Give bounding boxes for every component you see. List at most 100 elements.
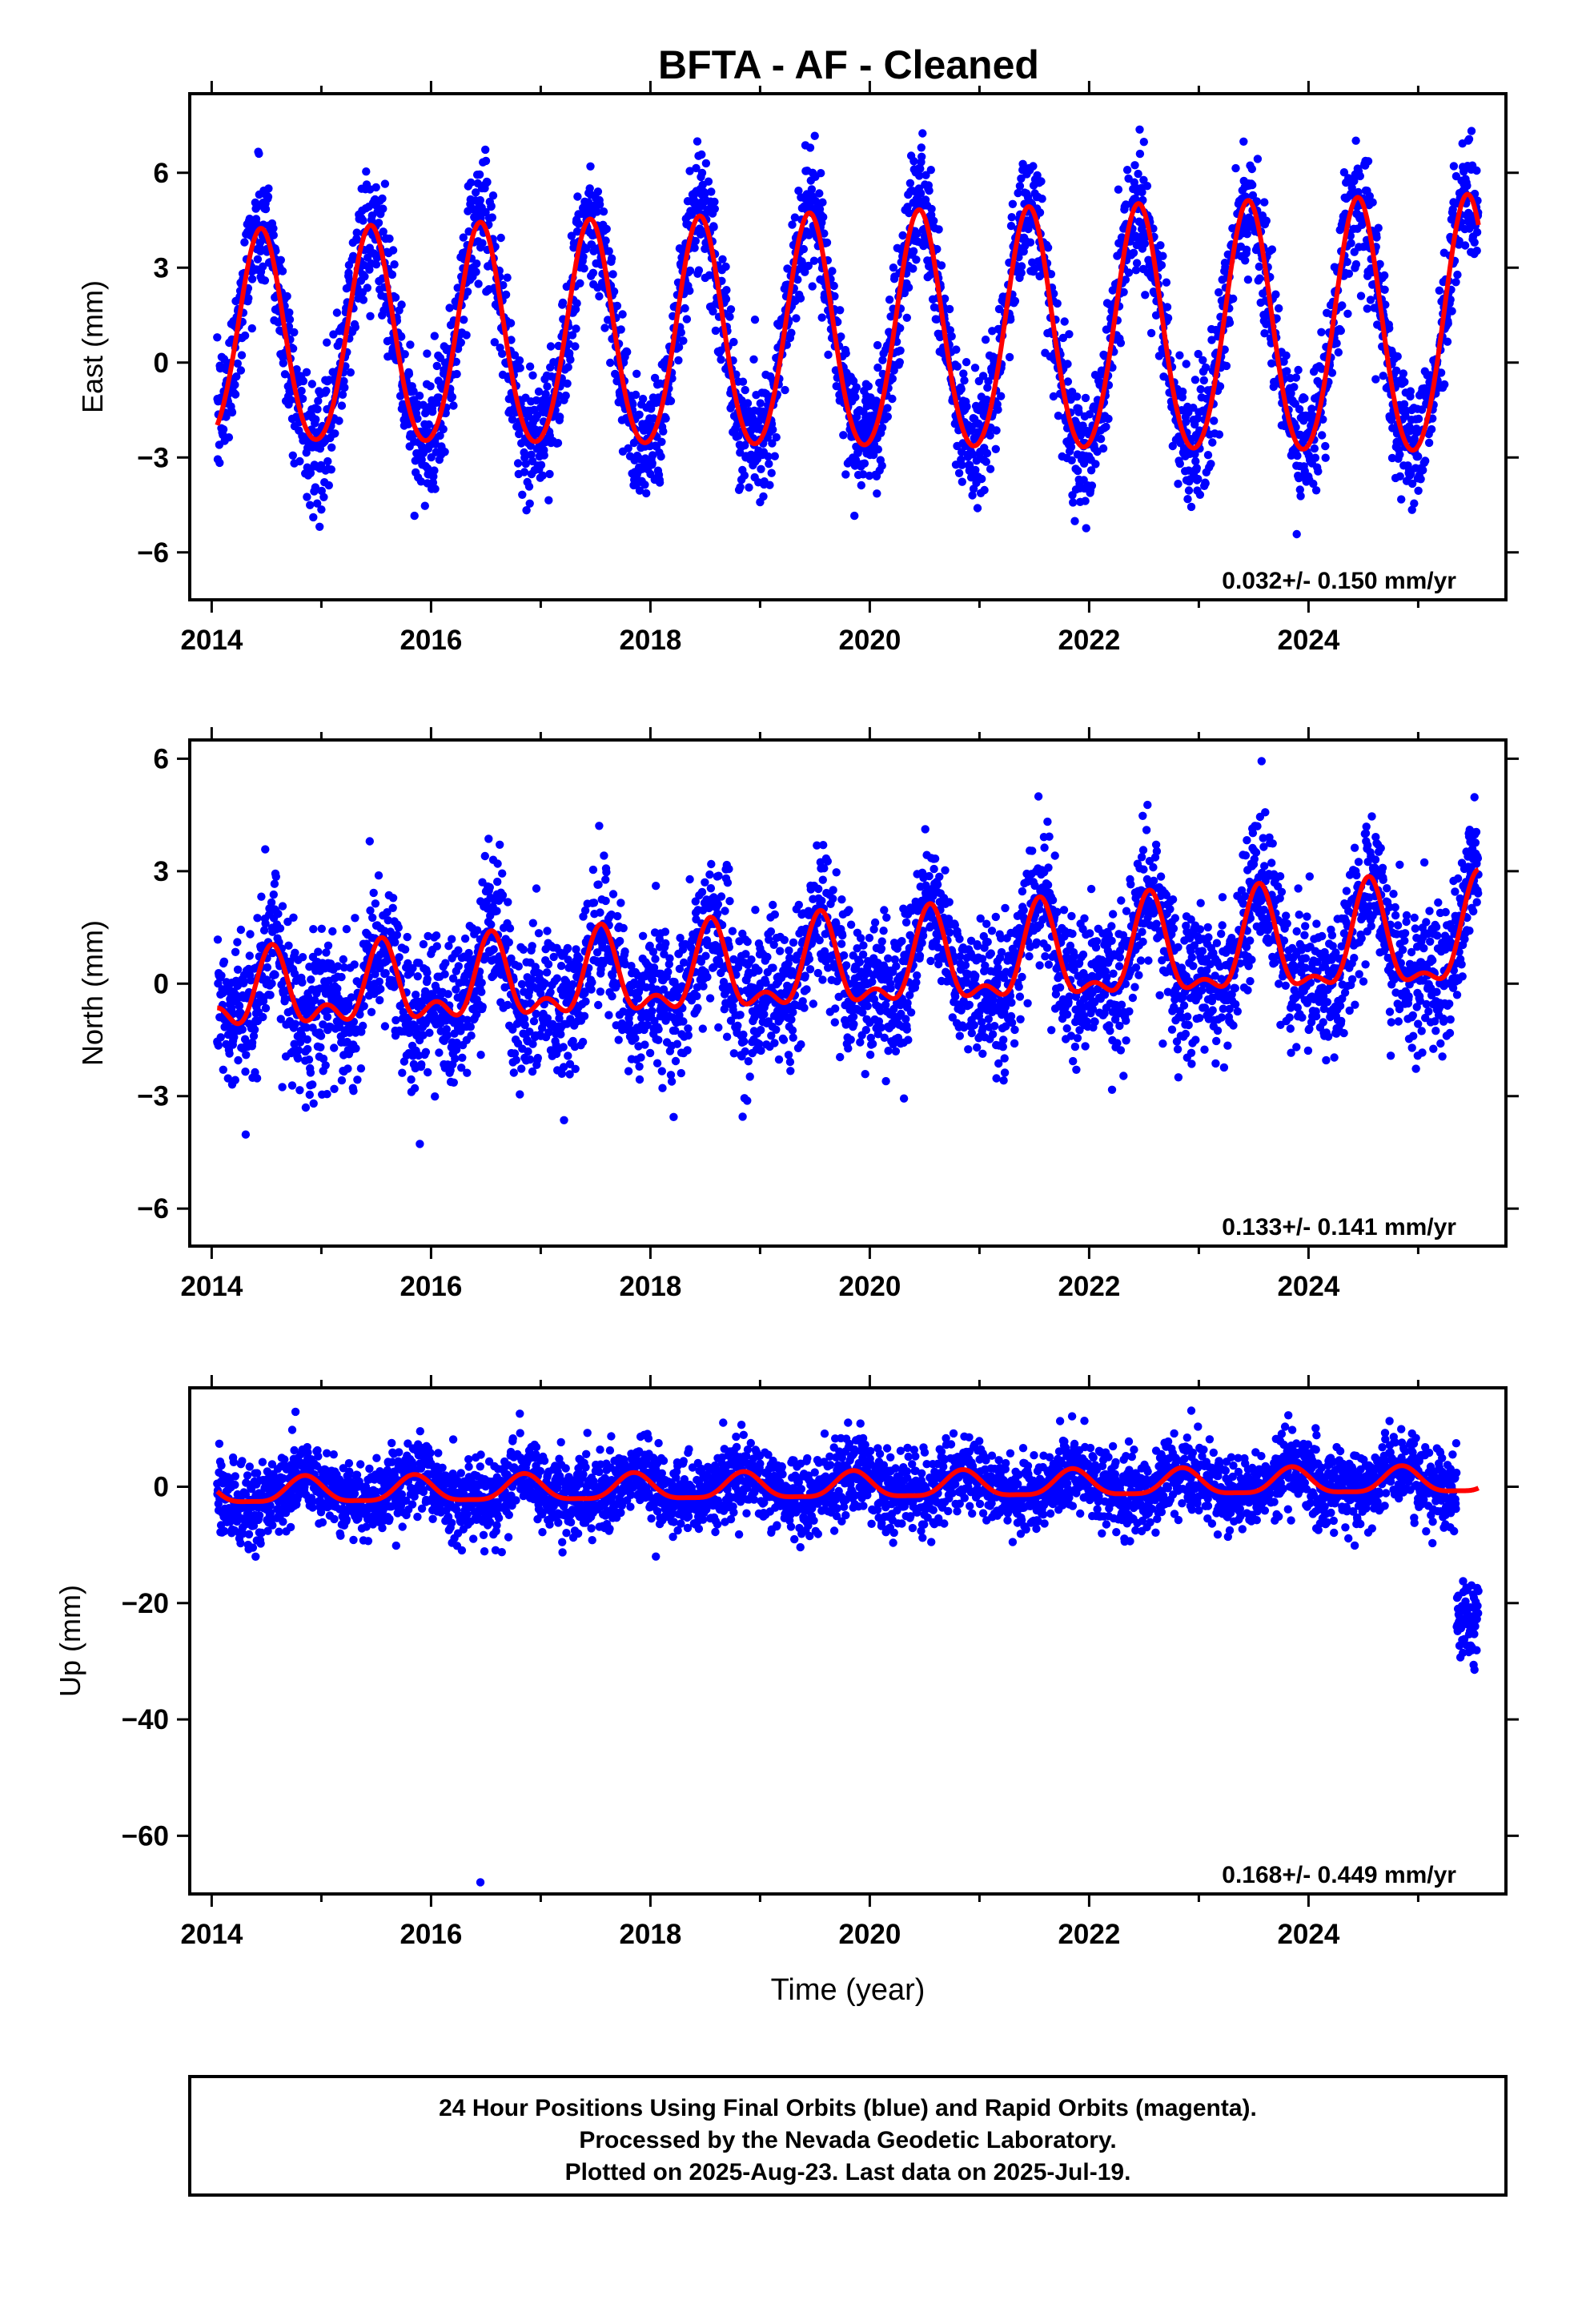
data-point — [343, 1064, 352, 1073]
data-point — [692, 163, 701, 173]
data-point — [1186, 502, 1196, 512]
data-point — [947, 332, 956, 341]
data-point — [830, 292, 839, 301]
data-point — [417, 1060, 426, 1069]
data-point — [324, 480, 333, 490]
data-point — [1336, 326, 1346, 336]
data-point — [1310, 444, 1319, 453]
data-point — [259, 1012, 267, 1022]
data-point — [1343, 257, 1351, 267]
data-point — [992, 426, 1001, 435]
data-point — [1455, 236, 1464, 246]
data-point — [953, 362, 962, 371]
data-point — [338, 390, 347, 399]
data-point — [452, 369, 461, 379]
data-point — [888, 394, 897, 404]
data-point — [968, 450, 978, 459]
data-point — [233, 965, 243, 975]
data-point — [740, 471, 749, 480]
data-point — [619, 923, 628, 933]
data-point — [375, 977, 383, 986]
data-point — [1351, 136, 1360, 145]
data-point — [1130, 161, 1139, 170]
data-point — [352, 235, 362, 244]
data-point — [790, 213, 800, 222]
data-point — [394, 923, 403, 932]
data-point — [314, 396, 323, 405]
data-point — [392, 931, 402, 939]
data-point — [1026, 238, 1035, 247]
data-point — [443, 1031, 452, 1039]
data-point — [818, 212, 828, 222]
data-point — [1295, 485, 1305, 494]
data-point — [498, 349, 507, 358]
data-point — [1196, 384, 1205, 394]
data-point — [216, 1033, 225, 1042]
data-point — [984, 377, 993, 386]
data-point — [460, 316, 468, 324]
data-point — [253, 914, 262, 923]
data-point — [444, 942, 453, 951]
data-point — [483, 178, 492, 187]
data-point — [245, 951, 254, 960]
data-point — [1248, 180, 1257, 190]
data-point — [1154, 352, 1164, 360]
data-point — [379, 227, 387, 236]
data-point — [685, 286, 694, 296]
data-point — [1252, 197, 1262, 206]
data-point — [986, 431, 994, 440]
data-point — [295, 1038, 305, 1047]
data-point — [269, 224, 278, 233]
data-point — [1178, 387, 1187, 396]
data-point — [459, 233, 468, 242]
data-point — [1397, 495, 1406, 504]
data-point — [278, 267, 287, 275]
data-point — [219, 1065, 227, 1075]
data-point — [799, 244, 808, 254]
data-point — [231, 390, 240, 399]
data-point — [439, 424, 448, 434]
data-point — [241, 1068, 250, 1076]
data-point — [415, 959, 424, 967]
data-point — [915, 171, 924, 180]
data-point — [1428, 414, 1437, 423]
data-point — [408, 963, 417, 973]
data-point — [997, 392, 1006, 400]
x-tick-label: 2018 — [619, 625, 681, 656]
data-point — [304, 1055, 314, 1064]
data-point — [371, 899, 380, 908]
data-point — [283, 917, 292, 927]
data-point — [398, 1068, 407, 1077]
data-point — [815, 189, 824, 198]
data-point — [396, 392, 405, 400]
data-point — [400, 945, 410, 954]
data-point — [413, 972, 422, 981]
data-point — [1363, 157, 1373, 166]
data-point — [1067, 456, 1076, 464]
data-point — [462, 331, 471, 340]
data-point — [1282, 351, 1291, 360]
data-point — [303, 1044, 312, 1054]
data-point — [449, 401, 458, 410]
data-point — [489, 945, 498, 954]
data-point — [421, 1047, 431, 1057]
data-point — [369, 888, 378, 898]
data-point — [291, 948, 299, 958]
data-point — [1008, 199, 1018, 208]
data-point — [994, 405, 1002, 414]
data-point — [1070, 517, 1079, 525]
data-point — [328, 927, 337, 936]
data-point — [543, 927, 552, 935]
data-point — [594, 880, 603, 889]
data-point — [618, 310, 627, 319]
data-point — [738, 377, 748, 386]
data-point — [1116, 339, 1126, 348]
data-point — [249, 1031, 259, 1041]
data-point — [556, 961, 566, 971]
data-point — [1395, 450, 1404, 459]
data-point — [962, 358, 971, 367]
data-point — [1037, 177, 1046, 186]
data-point — [1132, 259, 1142, 267]
data-point — [1074, 408, 1083, 416]
data-point — [918, 129, 927, 138]
